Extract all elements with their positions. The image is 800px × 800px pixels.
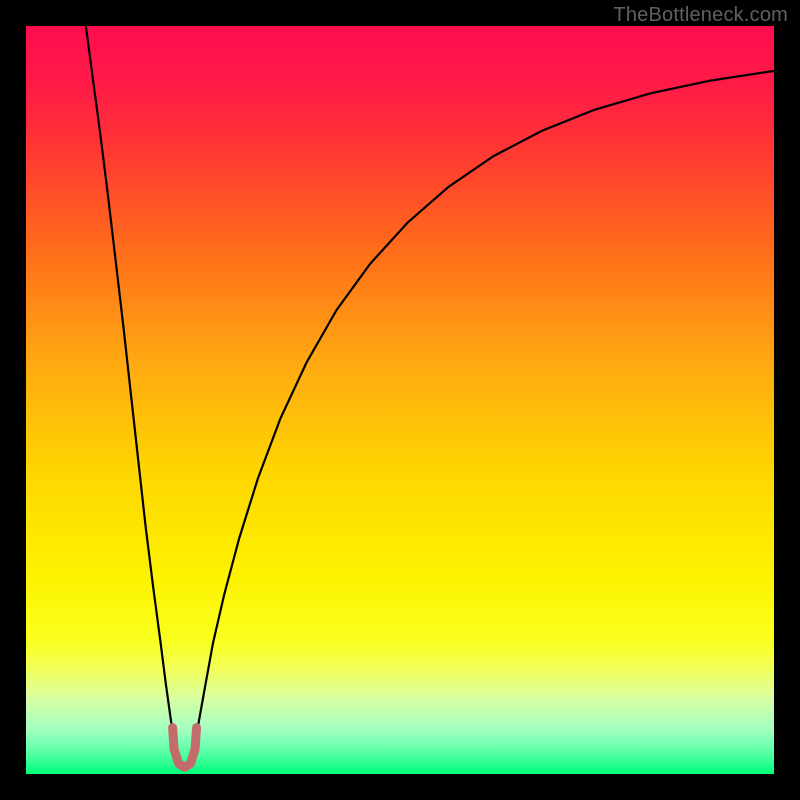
chart-frame: TheBottleneck.com <box>0 0 800 800</box>
plot-area <box>26 26 774 774</box>
bottleneck-curve-chart <box>26 26 774 774</box>
gradient-background <box>26 26 774 774</box>
watermark-text: TheBottleneck.com <box>613 4 788 27</box>
